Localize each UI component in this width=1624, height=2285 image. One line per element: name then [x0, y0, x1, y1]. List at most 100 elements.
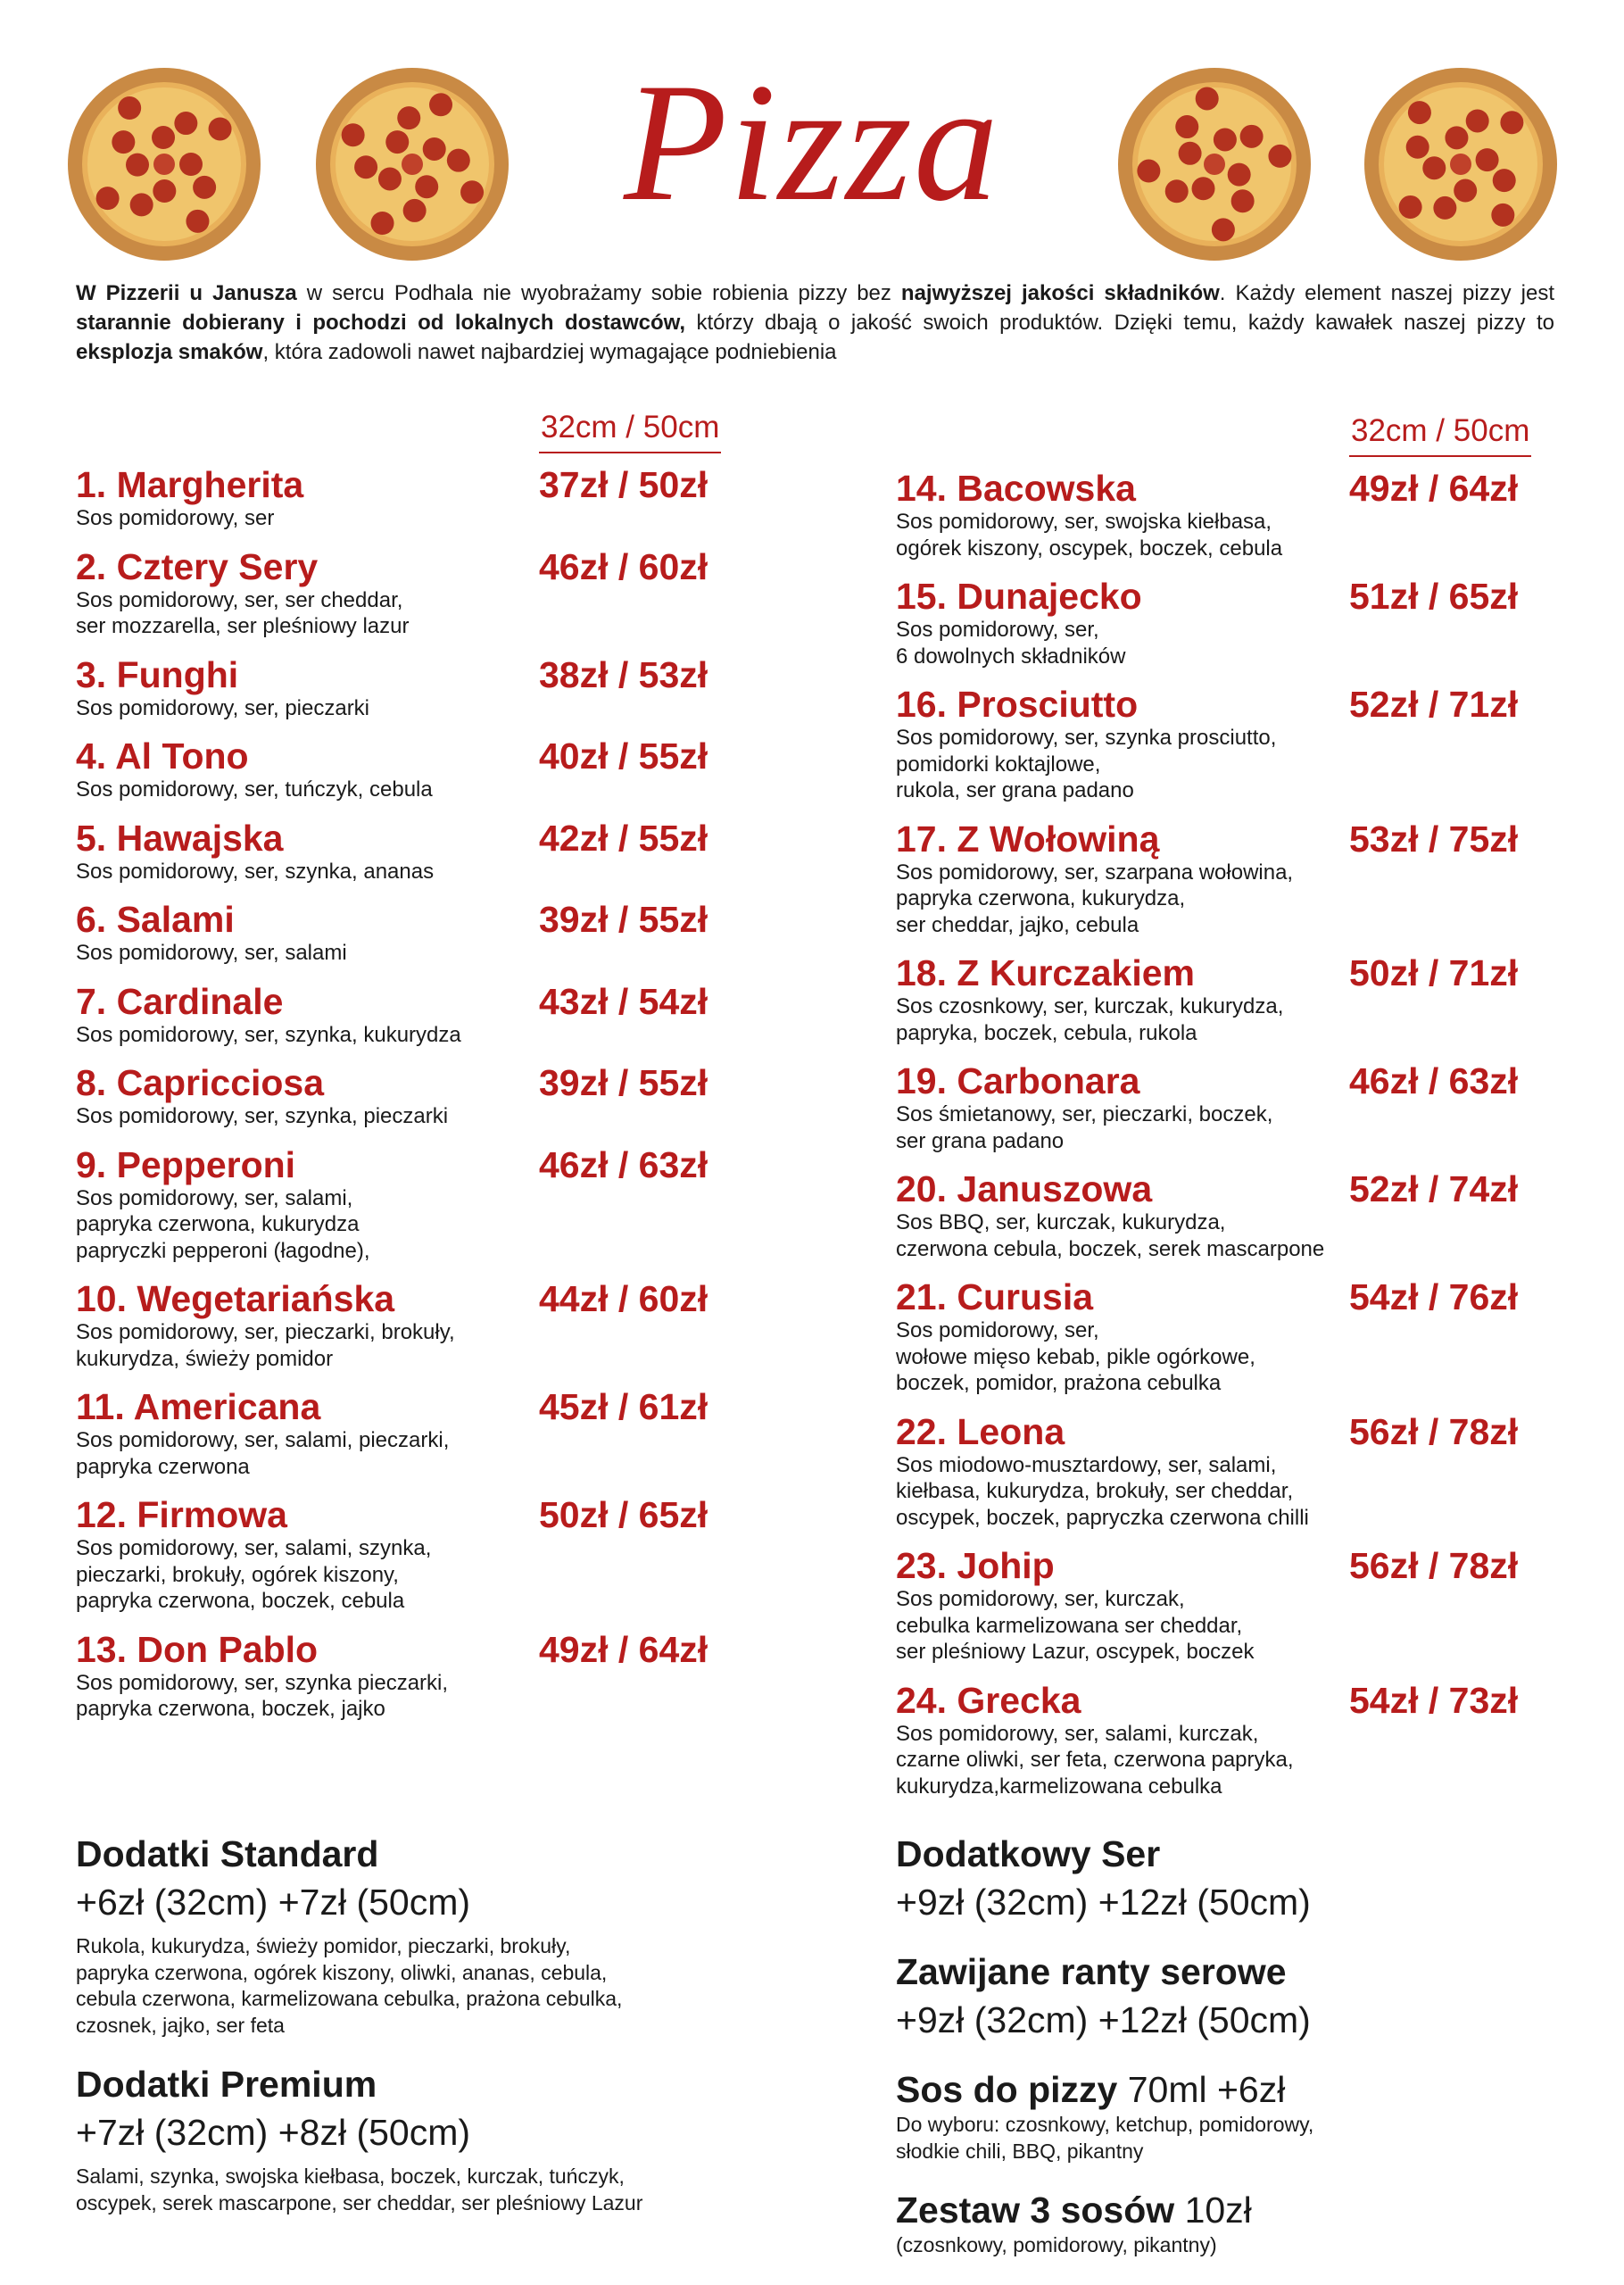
extra-name: Zestaw 3 sosów: [896, 2189, 1175, 2231]
pizza-shape: [377, 167, 402, 191]
pizza-ingredients: Sos pomidorowy, ser, szynka, pieczarki: [76, 1104, 449, 1128]
pizza-shape: [208, 117, 232, 141]
pizza-ingredients: ogórek kiszony, oscypek, boczek, cebula: [896, 536, 1283, 561]
pizza-ingredients: ser grana padano: [896, 1128, 1065, 1153]
pizza-ingredients: Sos pomidorowy, ser, pieczarki: [76, 695, 370, 720]
pizza-ingredients: boczek, pomidor, prażona cebulka: [896, 1371, 1222, 1395]
pizza-shape: [1227, 162, 1251, 187]
pizza-name: 11. Americana: [76, 1386, 321, 1427]
extra-item: Dodatki Standard +6zł (32cm) +7zł (50cm) R…: [76, 1830, 642, 2039]
pizza-ingredients: papryka czerwona, kukurydza: [76, 1212, 360, 1236]
pizza-shape: [112, 130, 136, 154]
pizza-item: 22. Leona 56zł / 78zł Sos miodowo-musztard…: [896, 1411, 1610, 1532]
pizza-shape: [1405, 135, 1429, 159]
pizza-ingredients: Sos pomidorowy, ser,: [896, 618, 1099, 642]
pizza-shape: [153, 154, 175, 175]
extra-title: Dodatkowy Ser: [896, 1830, 1313, 1878]
pizza-shape: [1398, 195, 1422, 219]
pizza-ingredients: wołowe mięso kebab, pikle ogórkowe,: [896, 1344, 1255, 1369]
pizza-item: 5. Hawajska 42zł / 55zł Sos pomidorowy, se…: [76, 818, 790, 885]
pizza-ingredients: kukurydza,karmelizowana cebulka: [896, 1774, 1222, 1799]
extra-detail-line: Rukola, kukurydza, świeży pomidor, piecz…: [76, 1934, 571, 1957]
extra-price: +6zł (32cm) +7zł (50cm): [76, 1882, 471, 1923]
pizza-item: 15. Dunajecko 51zł / 65zł Sos pomidorowy, …: [896, 576, 1610, 669]
pizza-price: 52zł / 74zł: [1349, 1168, 1519, 1209]
pizza-item: 10. Wegetariańska 44zł / 60zł Sos pomidoro…: [76, 1278, 790, 1372]
extra-details: Do wyboru: czosnkowy, ketchup, pomidorow…: [896, 2112, 1313, 2165]
pizza-name: 12. Firmowa: [76, 1494, 287, 1535]
pizza-ingredients: Sos pomidorowy, ser: [76, 506, 275, 530]
extra-item: Dodatkowy Ser +9zł (32cm) +12zł (50cm): [896, 1830, 1313, 1926]
pizza-name: 15. Dunajecko: [896, 576, 1142, 617]
pizza-ingredients: Sos pomidorowy, ser, szarpana wołowina,: [896, 860, 1294, 885]
pizza-shape: [129, 193, 153, 217]
pizza-price: 37zł / 50zł: [539, 464, 708, 505]
pizza-shape: [1492, 169, 1516, 193]
pizza-shape: [354, 155, 378, 179]
extra-detail-line: słodkie chili, BBQ, pikantny: [896, 2139, 1144, 2163]
pizza-item: 4. Al Tono 40zł / 55zł Sos pomidorowy, ser…: [76, 735, 790, 803]
pizza-shape: [1450, 154, 1471, 175]
extra-detail-line: cebula czerwona, karmelizowana cebulka, …: [76, 1987, 623, 2010]
pizza-shape: [1239, 124, 1264, 148]
pizza-ingredients: Sos pomidorowy, ser, salami: [76, 941, 347, 965]
pizza-shape: [397, 106, 421, 130]
pizza-shape: [1178, 141, 1202, 165]
pizza-shape: [429, 93, 453, 117]
intro: W Pizzerii u Janusza w sercu Podhala nie…: [76, 278, 1554, 367]
pizza-shape: [1475, 148, 1499, 172]
pizza-shape: [1191, 177, 1215, 201]
pizza-name: 19. Carbonara: [896, 1060, 1140, 1101]
pizza-ingredients: ser cheddar, jajko, cebula: [896, 912, 1139, 937]
pizza-name: 6. Salami: [76, 899, 235, 940]
intro-text: starannie dobierany i pochodzi od lokaln…: [76, 311, 686, 335]
extra-detail-line: Do wyboru: czosnkowy, ketchup, pomidorow…: [896, 2113, 1314, 2136]
pizza-ingredients: Sos czosnkowy, ser, kurczak, kukurydza,: [896, 994, 1284, 1018]
extra-name: Zawijane ranty serowe: [896, 1951, 1287, 1992]
pizza-ingredients: kiełbasa, kukurydza, brokuły, ser chedda…: [896, 1479, 1294, 1503]
pizza-name: 8. Capricciosa: [76, 1062, 325, 1103]
extra-name: Dodatki Standard: [76, 1833, 379, 1874]
pizza-shape: [1195, 87, 1219, 111]
pizza-shape: [153, 179, 177, 203]
pizza-ingredients: ser mozzarella, ser pleśniowy lazur: [76, 614, 410, 638]
pizza-ingredients: Sos pomidorowy, ser, salami, szynka,: [76, 1536, 432, 1560]
extra-detail-line: (czosnkowy, pomidorowy, pikantny): [896, 2233, 1217, 2256]
extra-detail-line: czosnek, jajko, ser feta: [76, 2013, 285, 2037]
pizza-price: 56zł / 78zł: [1349, 1545, 1519, 1586]
pizza-shape: [193, 175, 217, 199]
pizza-name: 1. Margherita: [76, 464, 304, 505]
pizza-item: 23. Johip 56zł / 78zł Sos pomidorowy, ser,…: [896, 1545, 1610, 1666]
extra-price: +9zł (32cm) +12zł (50cm): [896, 1882, 1311, 1923]
pizza-price: 51zł / 65zł: [1349, 576, 1519, 617]
size-header: 32cm / 50cm: [1349, 411, 1532, 457]
pizza-price: 46zł / 63zł: [1349, 1060, 1519, 1101]
pizza-item: 21. Curusia 54zł / 76zł Sos pomidorowy, se…: [896, 1276, 1610, 1397]
pizza-image: [1364, 68, 1557, 261]
pizza-price: 54zł / 76zł: [1349, 1276, 1519, 1317]
pizza-item: 16. Prosciutto 52zł / 71zł Sos pomidorowy,…: [896, 684, 1610, 804]
pizza-ingredients: cebulka karmelizowana ser cheddar,: [896, 1613, 1243, 1638]
pizza-ingredients: czerwona cebula, boczek, serek mascarpon…: [896, 1236, 1325, 1261]
pizza-shape: [341, 123, 365, 147]
extra-price: +9zł (32cm) +12zł (50cm): [896, 1999, 1311, 2040]
pizza-item: 2. Cztery Sery 46zł / 60zł Sos pomidorowy,…: [76, 546, 790, 640]
pizza-ingredients: papryka czerwona: [76, 1454, 250, 1479]
pizza-ingredients: rukola, ser grana padano: [896, 778, 1134, 802]
pizza-ingredients: papryka czerwona, kukurydza,: [896, 886, 1186, 910]
pizza-ingredients: Sos pomidorowy, ser, salami, kurczak,: [896, 1721, 1259, 1746]
pizza-price: 50zł / 71zł: [1349, 952, 1519, 993]
pizza-shape: [415, 175, 439, 199]
size-header-row: 32cm / 50cm: [1349, 411, 1610, 457]
intro-text: najwyższej jakości składników: [900, 281, 1220, 305]
pizza-item: 19. Carbonara 46zł / 63zł Sos śmietanowy, …: [896, 1060, 1610, 1154]
pizza-shape: [385, 130, 410, 154]
pizza-item: 17. Z Wołowiną 53zł / 75zł Sos pomidorowy,…: [896, 818, 1610, 939]
pizza-shape: [1213, 128, 1237, 152]
extra-details: (czosnkowy, pomidorowy, pikantny): [896, 2232, 1313, 2259]
pizza-name: 22. Leona: [896, 1410, 1065, 1452]
pizza-ingredients: Sos śmietanowy, ser, pieczarki, boczek,: [896, 1102, 1273, 1126]
pizza-shape: [1137, 159, 1161, 183]
pizza-ingredients: papryczki pepperoni (łagodne),: [76, 1238, 370, 1263]
pizza-shape: [1268, 144, 1292, 168]
